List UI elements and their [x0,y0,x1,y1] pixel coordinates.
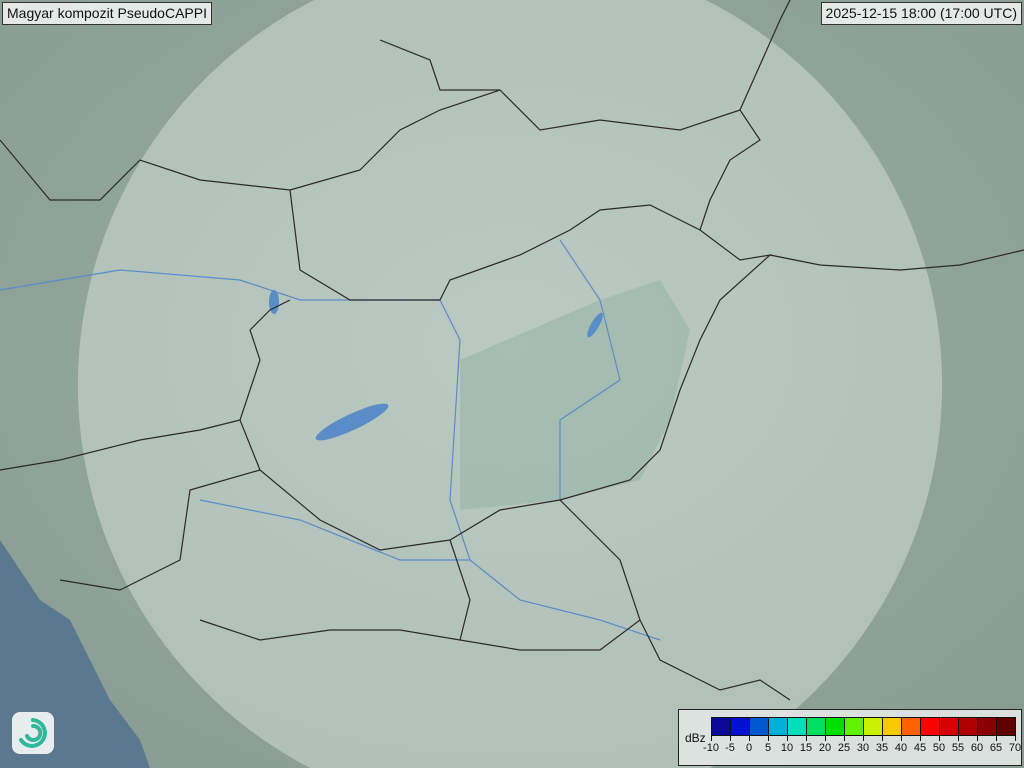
legend-bin [788,718,807,735]
legend-bin [807,718,826,735]
legend-tick [939,736,940,741]
rivers [0,239,661,641]
legend-bin [845,718,864,735]
legend-tick-label: 55 [951,742,965,754]
legend-tick-label: 45 [913,742,927,754]
legend-bin [826,718,845,735]
legend-bin [731,718,750,735]
lake-velence [587,312,603,338]
legend-tick-label: 10 [780,742,794,754]
legend-ticks: -10 -5 0 5 10 15 20 25 30 35 40 45 50 55 60 65 70 [703,736,1021,764]
legend-tick [958,736,959,741]
country-borders [0,0,1024,701]
lake-neusiedl [269,290,279,314]
legend-bin [959,718,978,735]
legend-tick-label: 50 [932,742,946,754]
legend-tick [730,736,731,741]
legend-tick [806,736,807,741]
legend-tick [901,736,902,741]
legend-tick [825,736,826,741]
legend-tick [920,736,921,741]
lake-balaton [315,403,389,441]
legend-tick-label: 40 [894,742,908,754]
legend-tick [863,736,864,741]
map-title: Magyar kompozit PseudoCAPPI [2,2,212,25]
legend-tick [882,736,883,741]
legend-bin [997,718,1015,735]
legend-bin [712,718,731,735]
legend-tick-label: 0 [745,742,753,754]
legend-tick-label: -5 [725,742,735,754]
legend-tick [768,736,769,741]
hungary-plain [460,280,690,510]
legend-tick-label: 15 [799,742,813,754]
dbz-color-legend: dBz -10 -5 0 5 10 15 20 25 30 35 40 45 50 55 60 65 70 [678,709,1022,766]
swirl-logo-icon [12,712,54,754]
legend-bin [883,718,902,735]
legend-tick-label: 35 [875,742,889,754]
legend-tick [787,736,788,741]
legend-tick [1015,736,1016,741]
legend-tick-label: 20 [818,742,832,754]
legend-bin [978,718,997,735]
legend-color-bins [711,717,1016,736]
legend-bin [864,718,883,735]
legend-bin [940,718,959,735]
radar-coverage-area [77,0,943,768]
legend-tick [977,736,978,741]
legend-bin [769,718,788,735]
legend-tick-label: 65 [989,742,1003,754]
timestamp-label: 2025-12-15 18:00 (17:00 UTC) [820,2,1022,25]
legend-bin [902,718,921,735]
legend-tick [749,736,750,741]
legend-bin [750,718,769,735]
legend-tick-label: 5 [764,742,772,754]
legend-tick [844,736,845,741]
legend-tick-label: 60 [970,742,984,754]
legend-bin [921,718,940,735]
adriatic-sea [0,540,150,768]
legend-unit: dBz [685,731,706,745]
legend-tick-label: 25 [837,742,851,754]
legend-tick-label: 70 [1008,742,1022,754]
legend-tick-label: 30 [856,742,870,754]
legend-tick-label: -10 [703,742,719,754]
legend-tick [996,736,997,741]
legend-tick [711,736,712,741]
